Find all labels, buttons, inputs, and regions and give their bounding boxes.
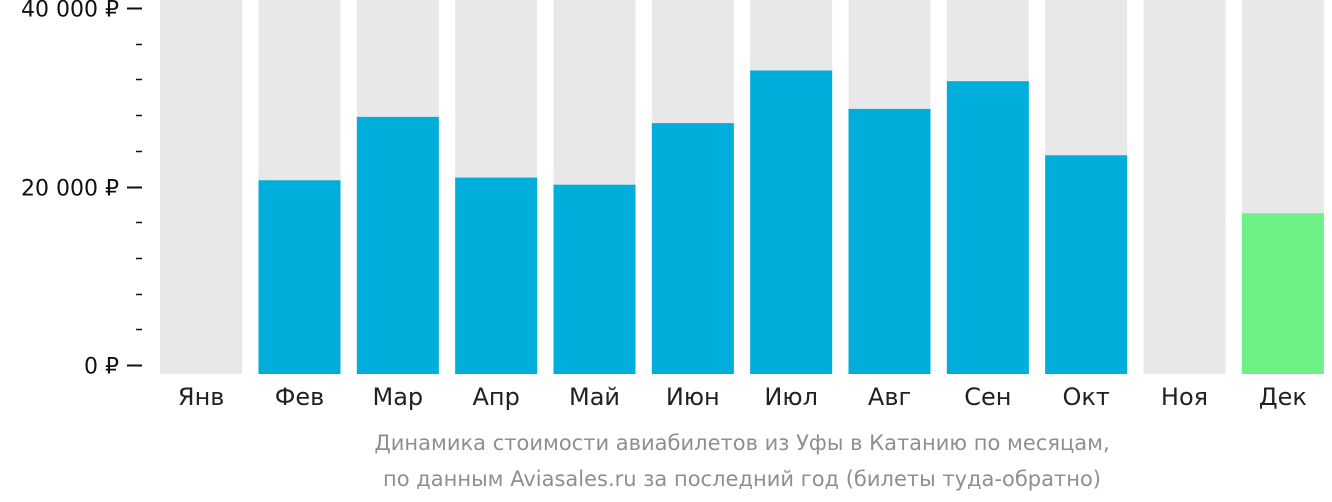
bar <box>553 184 636 374</box>
x-tick-label: Июл <box>764 383 818 411</box>
x-tick-label: Авг <box>868 383 911 411</box>
x-tick-label: Июн <box>666 383 720 411</box>
x-tick-label: Мар <box>373 383 424 411</box>
bar <box>651 123 734 374</box>
x-tick-label: Дек <box>1259 383 1307 411</box>
bar <box>455 177 538 374</box>
y-tick-label: 20 000 ₽ <box>21 177 119 202</box>
bar <box>356 116 439 374</box>
x-tick-label: Фев <box>275 383 325 411</box>
y-tick-label: 0 ₽ <box>84 355 119 380</box>
x-tick-label: Ноя <box>1161 383 1208 411</box>
x-tick-label: Май <box>569 383 620 411</box>
x-tick-label: Янв <box>178 383 225 411</box>
bar <box>1241 213 1324 374</box>
bar <box>750 70 833 374</box>
bar <box>848 108 931 374</box>
x-tick-label: Окт <box>1062 383 1109 411</box>
chart-caption-line-2: по данным Aviasales.ru за последний год … <box>383 467 1101 491</box>
y-tick-label: 40 000 ₽ <box>21 0 119 23</box>
bar <box>946 81 1029 374</box>
x-tick-label: Апр <box>472 383 519 411</box>
chart-caption-line-1: Динамика стоимости авиабилетов из Уфы в … <box>374 431 1110 455</box>
bar-track <box>1143 0 1226 374</box>
x-tick-label: Сен <box>964 383 1011 411</box>
bar-track <box>160 0 243 374</box>
bar <box>1045 155 1128 374</box>
bar <box>258 180 341 374</box>
